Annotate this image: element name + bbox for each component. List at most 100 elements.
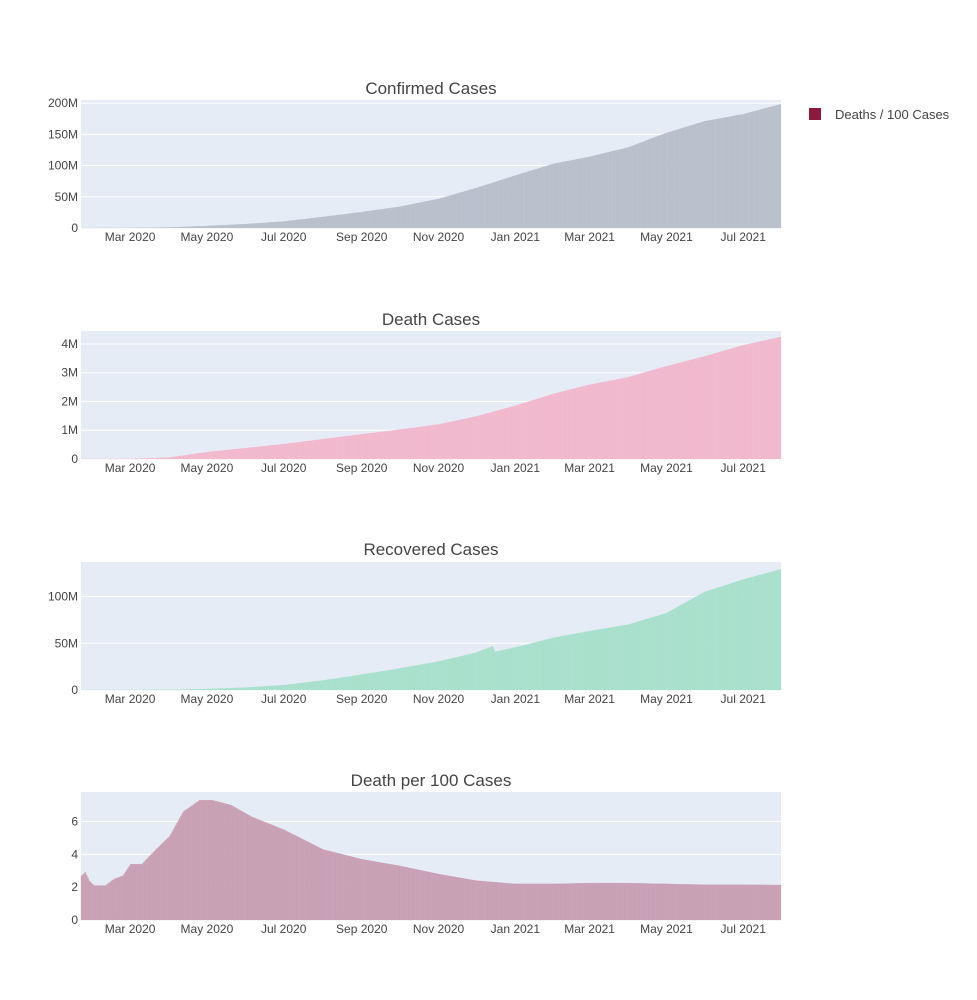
bar xyxy=(324,849,327,921)
bar xyxy=(378,671,381,691)
x-tick-label: Mar 2020 xyxy=(105,922,156,936)
bar xyxy=(494,882,496,921)
bar xyxy=(273,825,275,921)
bar xyxy=(744,344,746,460)
bar xyxy=(498,410,500,460)
bar xyxy=(599,382,602,460)
bar xyxy=(327,850,329,921)
bar xyxy=(648,618,651,691)
bar xyxy=(694,884,696,921)
bar xyxy=(653,369,656,460)
y-tick-label: 6 xyxy=(71,815,78,829)
bar xyxy=(273,685,275,691)
bar xyxy=(489,881,491,921)
bar xyxy=(295,683,298,691)
bar xyxy=(558,883,560,921)
bar xyxy=(470,417,472,460)
bar xyxy=(719,118,721,229)
bar xyxy=(682,884,685,921)
bar xyxy=(333,852,335,921)
bar xyxy=(679,128,681,229)
bar xyxy=(637,143,640,229)
bar xyxy=(430,425,432,460)
bar xyxy=(730,884,733,921)
bar xyxy=(745,884,748,921)
bar xyxy=(533,169,535,229)
bar xyxy=(508,177,510,229)
bar xyxy=(270,824,273,921)
bar xyxy=(695,596,697,691)
bar xyxy=(359,674,362,691)
bar xyxy=(319,848,322,921)
bar xyxy=(549,394,552,460)
bar xyxy=(377,671,379,691)
bar xyxy=(381,862,383,921)
bar xyxy=(180,816,182,921)
bar xyxy=(506,177,509,229)
bar xyxy=(686,360,689,460)
bar xyxy=(692,359,695,460)
bar xyxy=(417,664,420,691)
bar xyxy=(596,882,598,921)
bar xyxy=(640,142,642,229)
bar xyxy=(681,127,684,229)
bar xyxy=(361,674,363,691)
bar xyxy=(173,827,176,921)
legend[interactable]: Deaths / 100 Cases xyxy=(809,107,950,122)
bar xyxy=(459,192,461,229)
bar xyxy=(83,873,85,921)
bar xyxy=(200,688,202,691)
bar xyxy=(398,429,401,460)
bar xyxy=(147,458,149,460)
bar xyxy=(714,119,716,229)
x-tick-label: Sep 2020 xyxy=(336,922,388,936)
bar xyxy=(635,374,637,460)
bar xyxy=(207,800,210,921)
bar xyxy=(374,861,377,921)
bar xyxy=(489,412,491,460)
bar xyxy=(227,224,230,229)
bar xyxy=(565,635,568,691)
bar xyxy=(501,882,504,921)
bar xyxy=(373,210,376,229)
bar xyxy=(638,883,641,921)
bar xyxy=(651,370,653,460)
bar xyxy=(205,688,207,691)
bar xyxy=(171,227,173,229)
bar xyxy=(617,149,620,229)
x-tick-label: Nov 2020 xyxy=(413,461,465,475)
bar xyxy=(578,158,581,229)
bar xyxy=(466,878,469,921)
bar xyxy=(391,207,393,229)
bar xyxy=(328,850,330,921)
bar xyxy=(720,586,723,691)
bar xyxy=(581,883,583,921)
bar xyxy=(215,451,217,460)
bar xyxy=(432,872,435,921)
bar xyxy=(327,679,329,691)
bar xyxy=(520,883,523,921)
bar xyxy=(677,606,680,691)
bar xyxy=(597,882,599,921)
bar xyxy=(278,685,280,691)
bar xyxy=(251,816,254,921)
bar-series xyxy=(82,104,782,229)
bar xyxy=(319,217,322,229)
bar xyxy=(249,687,251,691)
x-tick-label: Jul 2021 xyxy=(721,230,767,244)
bar xyxy=(244,448,246,460)
bar xyxy=(705,884,707,921)
bar xyxy=(544,639,547,691)
bar xyxy=(628,882,631,921)
bar xyxy=(520,173,523,229)
bar xyxy=(614,150,617,229)
bar xyxy=(710,589,713,691)
bar xyxy=(730,348,733,460)
bar xyxy=(207,225,210,229)
bar xyxy=(515,405,518,460)
x-tick-label: Jan 2021 xyxy=(491,922,541,936)
bar xyxy=(401,667,403,691)
bar xyxy=(763,108,765,229)
x-tick-label: Nov 2020 xyxy=(413,922,465,936)
bar xyxy=(467,417,470,460)
